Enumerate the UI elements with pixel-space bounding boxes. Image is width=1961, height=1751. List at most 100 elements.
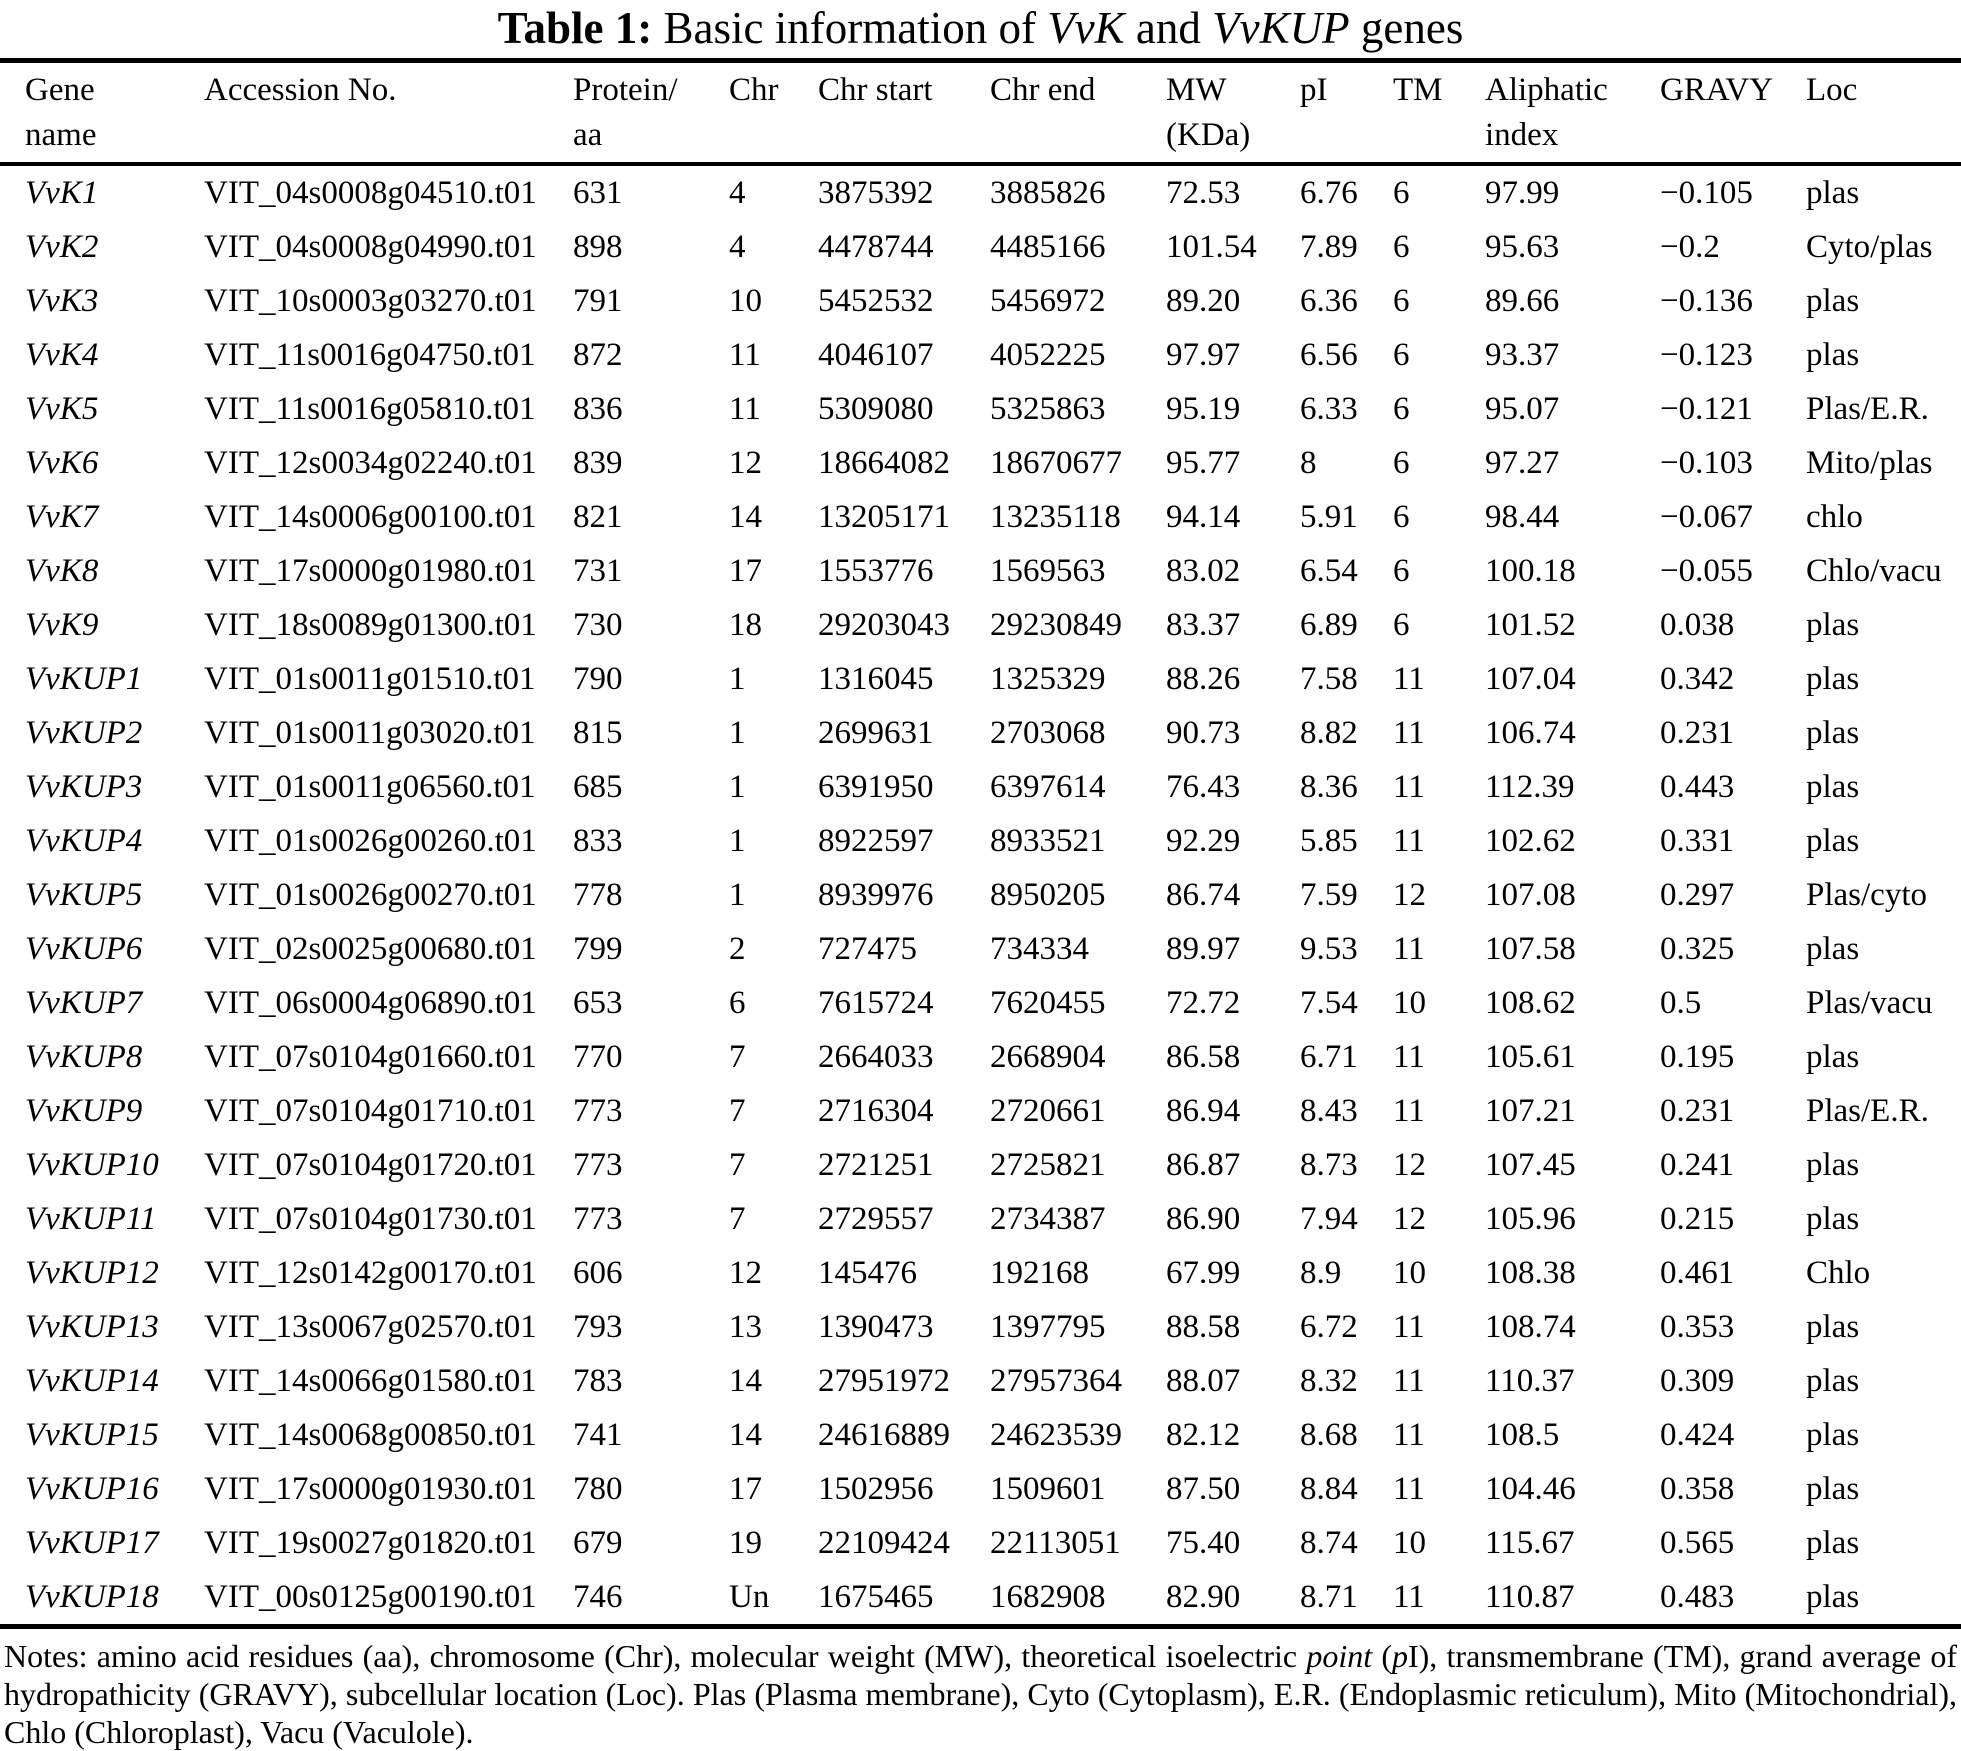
cell-gene-name: VvKUP8 <box>25 1038 143 1075</box>
cell-gravy: 0.215 <box>1660 1200 1735 1237</box>
column-header-tm: TM <box>1393 72 1443 108</box>
cell-tm: 6 <box>1393 390 1410 427</box>
cell-mw: 89.97 <box>1166 930 1241 967</box>
cell-tm: 11 <box>1393 1578 1425 1615</box>
cell-mw: 72.53 <box>1166 174 1241 211</box>
cell-pi: 7.59 <box>1300 876 1358 913</box>
cell-accession: VIT_10s0003g03270.t01 <box>204 282 537 319</box>
cell-gene-name: VvKUP11 <box>25 1200 157 1237</box>
cell-pi: 8.36 <box>1300 768 1358 805</box>
cell-gravy: −0.121 <box>1660 390 1753 427</box>
cell-protein-aa: 898 <box>573 228 623 265</box>
cell-gene-name: VvKUP15 <box>25 1416 159 1453</box>
cell-gravy: 0.5 <box>1660 984 1702 1021</box>
cell-chr: 12 <box>729 1254 762 1291</box>
table-body: VvK1 VIT_04s0008g04510.t01 631 4 3875392 3885… <box>0 164 1961 1627</box>
cell-chr-end: 2725821 <box>990 1146 1106 1183</box>
cell-aliphatic-index: 95.07 <box>1485 390 1560 427</box>
table-row: VvKUP1 VIT_01s0011g01510.t01 790 1 1316045 13… <box>0 652 1961 706</box>
cell-aliphatic-index: 102.62 <box>1485 822 1576 859</box>
cell-gravy: 0.443 <box>1660 768 1735 805</box>
cell-accession: VIT_01s0011g06560.t01 <box>204 768 536 805</box>
cell-loc: Chlo/vacu <box>1806 552 1942 589</box>
cell-chr-end: 5325863 <box>990 390 1106 427</box>
table-row: VvKUP2 VIT_01s0011g03020.t01 815 1 2699631 27… <box>0 706 1961 760</box>
cell-chr: 6 <box>729 984 746 1021</box>
cell-aliphatic-index: 104.46 <box>1485 1470 1576 1507</box>
table-row: VvKUP4 VIT_01s0026g00260.t01 833 1 8922597 89… <box>0 814 1961 868</box>
column-header-loc: Loc <box>1806 72 1858 108</box>
cell-protein-aa: 606 <box>573 1254 623 1291</box>
cell-pi: 7.54 <box>1300 984 1358 1021</box>
cell-protein-aa: 815 <box>573 714 623 751</box>
cell-chr-start: 24616889 <box>818 1416 950 1453</box>
cell-tm: 6 <box>1393 282 1410 319</box>
cell-loc: Plas/E.R. <box>1806 390 1929 427</box>
cell-chr: 12 <box>729 444 762 481</box>
cell-gene-name: VvKUP2 <box>25 714 143 751</box>
cell-chr-end: 29230849 <box>990 606 1122 643</box>
cell-gene-name: VvKUP6 <box>25 930 143 967</box>
cell-accession: VIT_11s0016g05810.t01 <box>204 390 536 427</box>
cell-pi: 8.9 <box>1300 1254 1342 1291</box>
table-row: VvKUP18 VIT_00s0125g00190.t01 746 Un 1675465… <box>0 1570 1961 1627</box>
cell-chr: 14 <box>729 498 762 535</box>
cell-mw: 89.20 <box>1166 282 1241 319</box>
cell-pi: 5.85 <box>1300 822 1358 859</box>
table-row: VvKUP15 VIT_14s0068g00850.t01 741 14 2461688… <box>0 1408 1961 1462</box>
cell-gene-name: VvKUP3 <box>25 768 143 805</box>
cell-gene-name: VvKUP4 <box>25 822 143 859</box>
cell-tm: 11 <box>1393 822 1425 859</box>
cell-pi: 8.43 <box>1300 1092 1358 1129</box>
cell-accession: VIT_17s0000g01930.t01 <box>204 1470 537 1507</box>
cell-chr-start: 1502956 <box>818 1470 934 1507</box>
table-row: VvK5 VIT_11s0016g05810.t01 836 11 5309080 532… <box>0 382 1961 436</box>
cell-chr-start: 8939976 <box>818 876 934 913</box>
cell-chr-start: 1390473 <box>818 1308 934 1345</box>
column-header-chr-end: Chr end <box>990 72 1096 108</box>
cell-accession: VIT_07s0104g01730.t01 <box>204 1200 537 1237</box>
cell-chr-end: 7620455 <box>990 984 1106 1021</box>
column-header-mw-kda: MW (KDa) <box>1166 72 1251 153</box>
table-row: VvKUP13 VIT_13s0067g02570.t01 793 13 1390473… <box>0 1300 1961 1354</box>
cell-chr-start: 29203043 <box>818 606 950 643</box>
cell-pi: 5.91 <box>1300 498 1358 535</box>
cell-chr-end: 734334 <box>990 930 1089 967</box>
cell-chr-start: 27951972 <box>818 1362 950 1399</box>
cell-mw: 88.07 <box>1166 1362 1241 1399</box>
cell-chr: 7 <box>729 1200 746 1237</box>
cell-loc: plas <box>1806 660 1860 697</box>
notes-italic-p: p <box>1391 1638 1408 1674</box>
cell-accession: VIT_00s0125g00190.t01 <box>204 1578 537 1615</box>
cell-aliphatic-index: 108.62 <box>1485 984 1576 1021</box>
cell-mw: 90.73 <box>1166 714 1241 751</box>
cell-chr-end: 1325329 <box>990 660 1106 697</box>
cell-accession: VIT_19s0027g01820.t01 <box>204 1524 537 1561</box>
cell-accession: VIT_18s0089g01300.t01 <box>204 606 537 643</box>
cell-chr: 4 <box>729 174 746 211</box>
cell-pi: 7.89 <box>1300 228 1358 265</box>
table-row: VvK9 VIT_18s0089g01300.t01 730 18 29203043 29… <box>0 598 1961 652</box>
cell-protein-aa: 770 <box>573 1038 623 1075</box>
cell-chr-end: 13235118 <box>990 498 1121 535</box>
cell-chr-end: 2734387 <box>990 1200 1106 1237</box>
cell-tm: 6 <box>1393 606 1410 643</box>
table-notes: Notes: amino acid residues (aa), chromos… <box>4 1637 1957 1751</box>
cell-loc: plas <box>1806 606 1860 643</box>
cell-tm: 12 <box>1393 1200 1426 1237</box>
cell-gene-name: VvK7 <box>25 498 99 535</box>
cell-accession: VIT_01s0011g01510.t01 <box>204 660 536 697</box>
cell-protein-aa: 631 <box>573 174 623 211</box>
cell-chr: 1 <box>729 876 746 913</box>
cell-protein-aa: 778 <box>573 876 623 913</box>
cell-loc: plas <box>1806 1200 1860 1237</box>
cell-chr-end: 1397795 <box>990 1308 1106 1345</box>
cell-protein-aa: 872 <box>573 336 623 373</box>
cell-protein-aa: 773 <box>573 1200 623 1237</box>
cell-chr-end: 5456972 <box>990 282 1106 319</box>
cell-accession: VIT_12s0034g02240.t01 <box>204 444 537 481</box>
cell-gene-name: VvKUP1 <box>25 660 143 697</box>
cell-chr: 11 <box>729 390 761 427</box>
cell-aliphatic-index: 105.61 <box>1485 1038 1576 1075</box>
cell-tm: 6 <box>1393 336 1410 373</box>
